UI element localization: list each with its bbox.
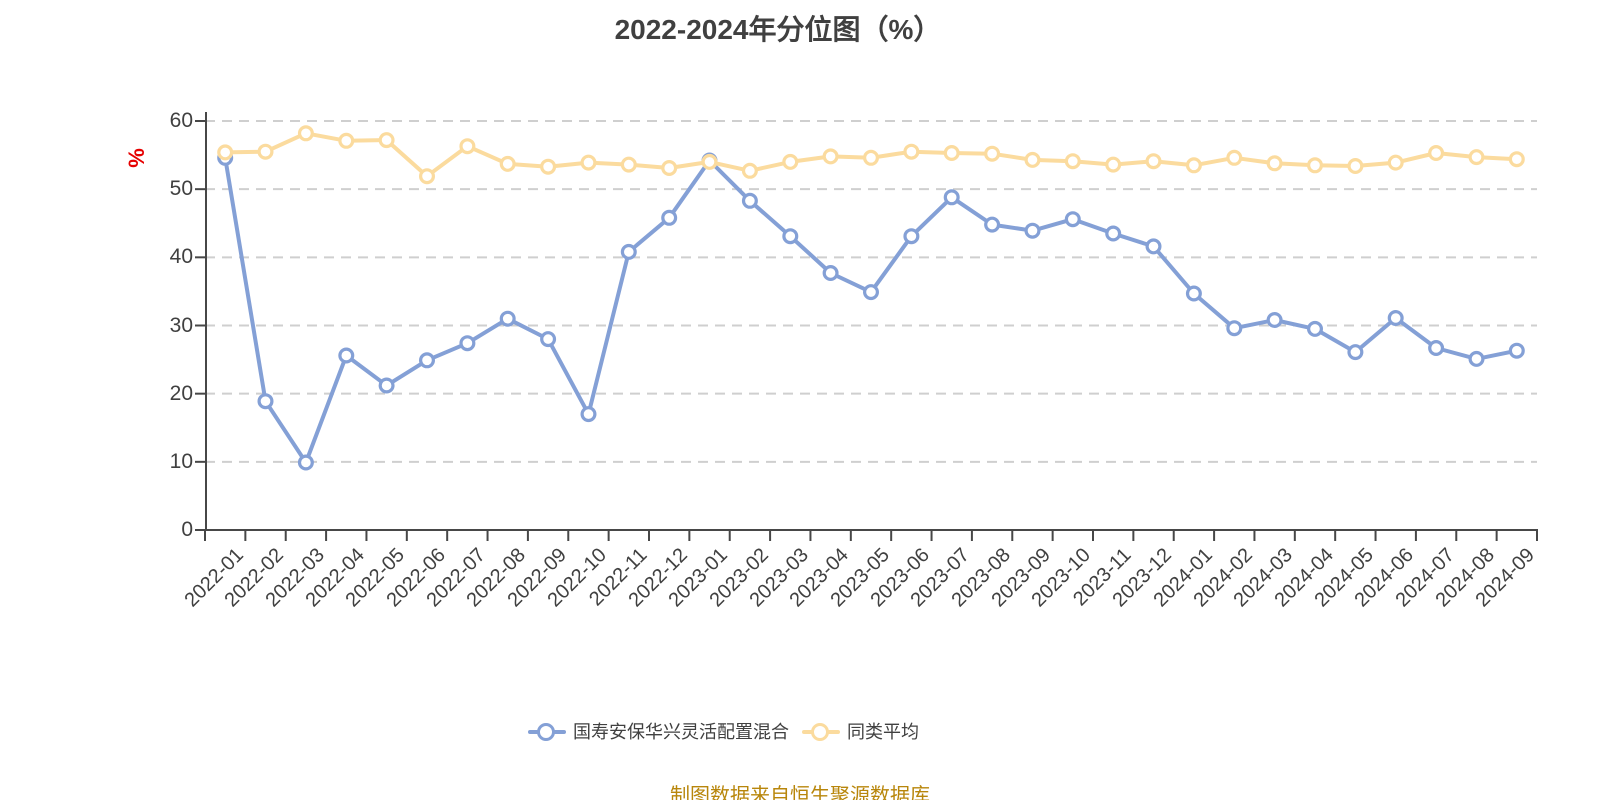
data-point-marker [499, 310, 516, 327]
legend-label-fund: 国寿安保华兴灵活配置混合 [573, 722, 789, 742]
data-point-marker [1508, 151, 1525, 168]
data-point-marker [661, 160, 678, 177]
legend-item-fund[interactable]: 国寿安保华兴灵活配置混合 [528, 723, 789, 741]
data-point-marker [1024, 151, 1041, 168]
data-point-marker [661, 209, 678, 226]
data-point-marker [1306, 157, 1323, 174]
data-point-marker [378, 132, 395, 149]
data-point-marker [499, 155, 516, 172]
y-tick-label: 40 [169, 245, 193, 269]
data-point-marker [1185, 285, 1202, 302]
y-tick-label: 10 [169, 449, 193, 473]
data-point-marker [822, 265, 839, 282]
data-point-marker [903, 228, 920, 245]
data-point-marker [984, 145, 1001, 162]
chart-title: 2022-2024年分位图（%） [614, 14, 942, 45]
data-point-marker [459, 138, 476, 155]
data-point-marker [741, 192, 758, 209]
y-tick-label: 0 [181, 518, 193, 541]
data-point-marker [862, 284, 879, 301]
data-point-marker [1266, 312, 1283, 329]
data-point-marker [1226, 149, 1243, 166]
y-tick-label: 20 [169, 381, 193, 405]
data-point-marker [782, 153, 799, 170]
data-point-marker [580, 406, 597, 423]
data-point-marker [1468, 149, 1485, 166]
y-tick-label: 50 [169, 177, 193, 201]
data-point-marker [1105, 156, 1122, 173]
data-point-marker [338, 132, 355, 149]
peer-average-legend-marker [802, 723, 840, 741]
data-point-marker [297, 454, 314, 471]
data-point-marker [1145, 153, 1162, 170]
data-point-marker [540, 158, 557, 175]
data-point-marker [1064, 211, 1081, 228]
data-point-marker [1428, 145, 1445, 162]
data-point-marker [419, 352, 436, 369]
data-point-marker [540, 331, 557, 348]
data-point-marker [943, 189, 960, 206]
data-point-marker [903, 143, 920, 160]
data-point-marker [217, 144, 234, 161]
data-point-marker [984, 216, 1001, 233]
data-point-marker [822, 148, 839, 165]
data-point-marker [459, 335, 476, 352]
data-point-marker [1105, 225, 1122, 242]
data-point-marker [257, 393, 274, 410]
fund-series-line [223, 155, 1519, 465]
data-point-marker [1064, 153, 1081, 170]
fund-series-legend-marker [528, 723, 566, 741]
data-point-marker [1145, 238, 1162, 255]
data-point-marker [782, 228, 799, 245]
y-tick-label: 30 [169, 313, 193, 337]
data-point-marker [943, 145, 960, 162]
data-point-marker [1347, 344, 1364, 361]
data-point-marker [620, 243, 637, 260]
data-point-marker [257, 143, 274, 160]
data-point-marker [378, 377, 395, 394]
data-point-marker [1508, 342, 1525, 359]
data-point-marker [1185, 157, 1202, 174]
data-point-marker [419, 168, 436, 185]
legend-label-peer-average: 同类平均 [847, 722, 919, 742]
data-point-marker [862, 149, 879, 166]
y-axis-unit-label: % [123, 148, 149, 168]
data-point-marker [580, 154, 597, 171]
data-point-marker [1266, 155, 1283, 172]
data-point-marker [297, 125, 314, 142]
data-point-marker [1024, 222, 1041, 239]
data-point-marker [1387, 154, 1404, 171]
data-point-marker [1306, 320, 1323, 337]
source-note: 制图数据来自恒生聚源数据库 [670, 785, 930, 800]
data-point-marker [1468, 350, 1485, 367]
data-point-marker [338, 347, 355, 364]
data-point-marker [1347, 158, 1364, 175]
data-point-marker [620, 156, 637, 173]
data-point-marker [1387, 310, 1404, 327]
data-point-marker [1226, 320, 1243, 337]
data-point-marker [701, 153, 718, 170]
y-tick-label: 60 [169, 109, 193, 132]
data-point-marker [741, 162, 758, 179]
legend-item-peer-average[interactable]: 同类平均 [802, 723, 919, 741]
data-point-marker [1428, 340, 1445, 357]
